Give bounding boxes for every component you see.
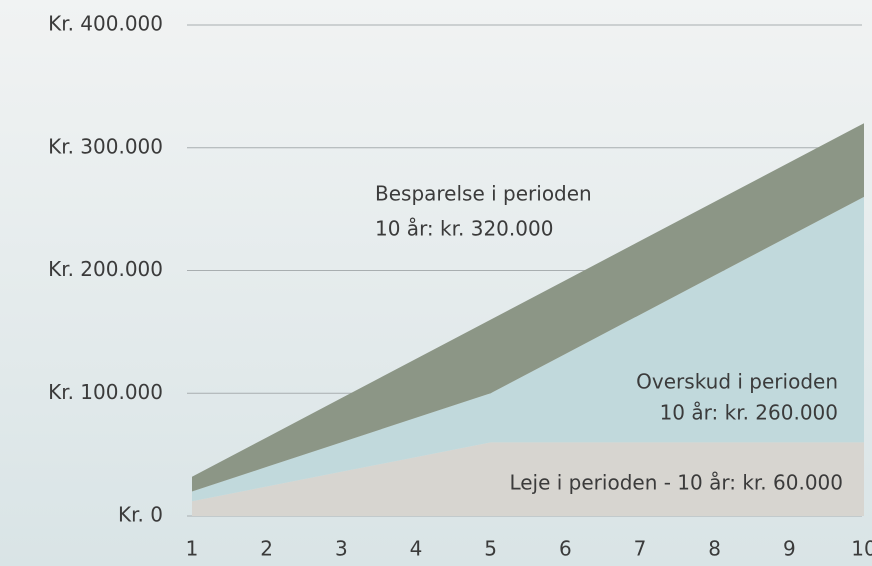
x-tick-label: 6: [559, 537, 572, 561]
x-tick-label: 4: [410, 537, 423, 561]
x-tick-label: 2: [260, 537, 273, 561]
x-tick-label: 5: [484, 537, 497, 561]
area: [192, 442, 864, 516]
annotation: Besparelse i perioden: [375, 182, 592, 206]
x-tick-label: 9: [783, 537, 796, 561]
x-tick-label: 3: [335, 537, 348, 561]
y-tick-label: Kr. 200.000: [48, 257, 163, 281]
x-tick-label: 8: [708, 537, 721, 561]
annotation: Leje i perioden - 10 år: kr. 60.000: [509, 471, 843, 495]
y-tick-label: Kr. 0: [118, 503, 163, 527]
annotation: 10 år: kr. 320.000: [375, 217, 553, 241]
y-tick-label: Kr. 300.000: [48, 134, 163, 158]
y-tick-label: Kr. 400.000: [48, 12, 163, 36]
y-tick-label: Kr. 100.000: [48, 380, 163, 404]
x-tick-label: 1: [186, 537, 199, 561]
areas: [192, 123, 864, 516]
x-tick-label: 10: [851, 537, 872, 561]
labels: Kr. 0 Kr. 100.000 Kr. 200.000 Kr. 300.000 Kr…: [48, 12, 872, 561]
annotation: Overskud i perioden: [636, 370, 838, 394]
annotation: 10 år: kr. 260.000: [660, 401, 838, 425]
area: [192, 196, 864, 502]
area: [192, 123, 864, 492]
x-tick-label: 7: [634, 537, 647, 561]
